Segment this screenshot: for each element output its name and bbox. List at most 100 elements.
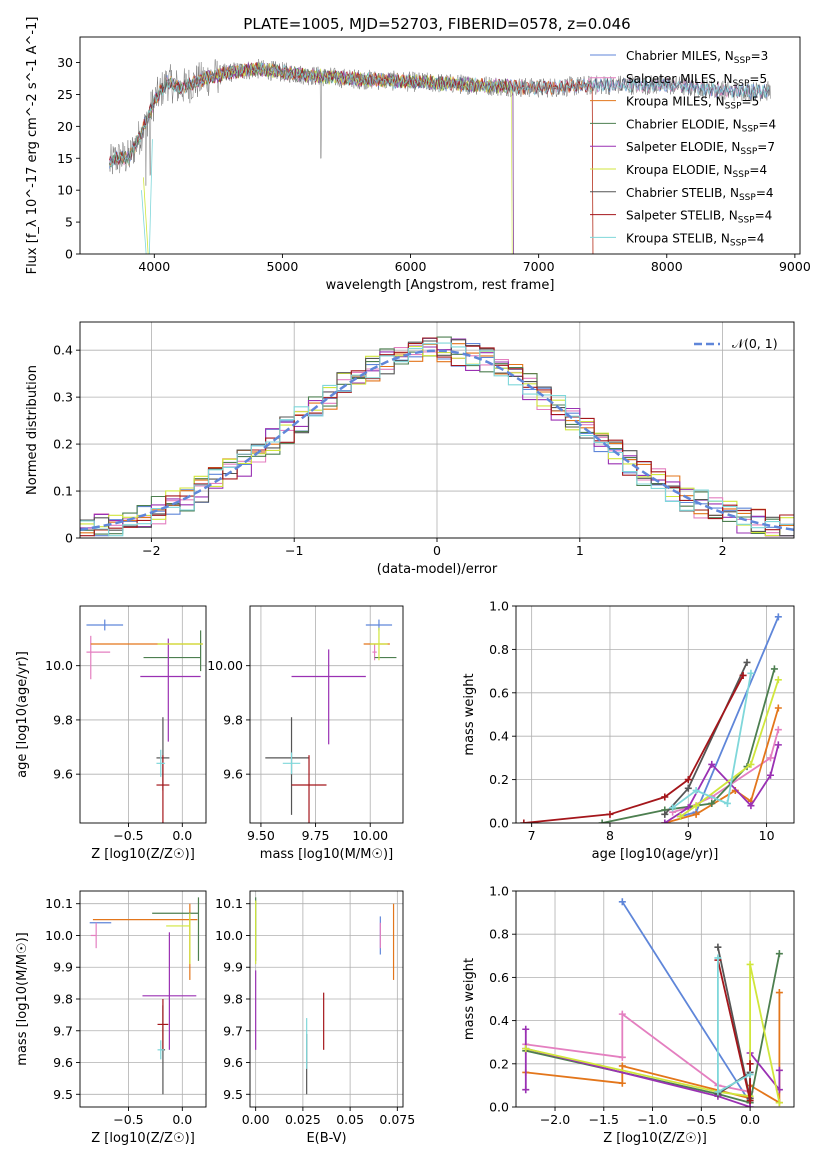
x-tick-label: −0.5 [686,1112,716,1127]
y-tick-label: 9.5 [53,1087,73,1102]
x-tick-label: −0.5 [113,828,143,843]
mass-weight-marker [676,812,684,820]
plot-area [520,613,782,823]
mass-weight-marker [522,1045,530,1053]
plot-area [80,336,794,537]
x-tick-label: 6000 [395,259,427,274]
mass-weight-marker [598,819,606,823]
mass-weight-marker [775,989,783,997]
panel-spectrum: 4000 5000 6000 7000 8000 9000 0 5 10 15 20 25 30 wave… [25,17,811,293]
x-tick-label: 0.0 [172,828,192,843]
plot-area [86,619,203,823]
mass-weight-line [664,707,780,823]
legend-label: Kroupa MILES, NSSP=5 [626,95,759,112]
legend-label: Kroupa ELODIE, NSSP=4 [626,163,767,180]
error-point [291,649,366,745]
panel-age_vs_Z: −0.5 0.0 9.6 9.8 10.0 Z [log10(Z/Z☉)] age [log… [15,605,207,862]
y-tick-label: 30 [57,55,73,70]
y-axis-label: mass weight [462,673,477,755]
mass-weight-line [717,959,751,1101]
mass-weight-marker [661,793,669,801]
mass-weight-line [679,679,780,818]
mass-weight-marker [684,776,692,784]
x-tick-label: 9000 [779,259,811,274]
y-tick-label: 0.2 [53,437,73,452]
y-tick-label: 9.6 [223,1055,243,1070]
plot-area [109,59,771,254]
y-tick-label: 9.8 [53,712,73,727]
legend-label: Salpeter STELIB, NSSP=4 [626,209,772,226]
mass-weight-marker [767,754,775,762]
y-axis-label: mass [log10(M/M☉)] [15,932,30,1065]
x-tick-label: −2 [142,543,160,558]
mass-weight-marker [774,704,782,712]
x-tick-label: 0.05 [336,1112,364,1127]
error-point [92,903,198,980]
mass-weight-marker [775,950,783,958]
error-point [86,635,111,680]
error-point [86,619,124,631]
mass-weight-marker [714,954,722,962]
y-tick-label: 0.4 [53,343,73,358]
x-tick-label: 0.0 [740,1112,760,1127]
error-point [156,755,170,823]
y-tick-label: 9.6 [53,1055,73,1070]
model-spectrum [109,62,514,254]
mass-weight-marker [767,771,775,779]
x-axis-label: wavelength [Angstrom, rest frame] [326,278,555,293]
y-tick-label: 0.1 [53,484,73,499]
mass-weight-marker [692,786,700,794]
y-axis-label: Flux [f_λ 10^-17 erg cm^-2 s^-1 A^-1] [25,17,40,275]
error-point [265,717,310,815]
x-tick-label: −0.5 [113,1112,143,1127]
y-tick-label: 10.1 [45,896,73,911]
model-spectrum [109,62,770,168]
error-point [142,932,197,1050]
mass-weight-marker [618,1062,626,1070]
error-point [282,752,301,775]
y-tick-label: 0 [65,247,73,262]
gaussian-curve [80,349,794,532]
mass-weight-line [523,674,744,823]
x-tick-label: 7000 [523,259,555,274]
mass-weight-marker [774,726,782,734]
x-tick-label: 0.075 [379,1112,415,1127]
x-tick-label: 9.75 [302,828,330,843]
legend-label: Salpeter ELODIE, NSSP=7 [626,140,775,157]
x-tick-label: 9.50 [247,828,275,843]
y-tick-label: 1.0 [489,599,509,614]
y-tick-label: 9.6 [223,767,243,782]
mass-weight-marker [770,665,778,673]
y-tick-label: 9.6 [53,767,73,782]
mass-weight-line [621,901,751,1104]
mass-weight-marker [739,671,747,679]
mass-weight-marker [723,799,731,807]
mass-weight-marker [747,760,755,768]
mass-weight-marker [774,676,782,684]
panel-residuals: −2 −1 0 1 2 0 0.1 0.2 0.3 0.4 (data-model)/error No… [25,321,795,577]
mass-weight-marker [746,1060,754,1068]
y-tick-label: 0.0 [489,816,509,831]
x-axis-label: Z [log10(Z/Z☉)] [603,1131,707,1146]
x-tick-label: 10.00 [352,828,388,843]
y-tick-label: 9.5 [223,1087,243,1102]
y-tick-label: 0.4 [489,1013,509,1028]
mass-weight-marker [661,819,669,823]
y-tick-label: 0.4 [489,729,509,744]
y-tick-label: 20 [57,119,73,134]
mass-weight-marker [618,898,626,906]
error-point [370,627,388,661]
y-tick-label: 9.8 [223,992,243,1007]
axes-frame [249,605,404,824]
x-tick-label: 4000 [138,259,170,274]
x-tick-label: 0.00 [242,1112,270,1127]
mass-weight-marker [774,613,782,621]
error-point [156,749,166,777]
x-tick-label: 2 [719,543,727,558]
x-axis-label: age [log10(age/yr)] [592,847,719,862]
legend-label: Chabrier ELODIE, NSSP=4 [626,117,776,134]
plot-area [265,619,397,823]
x-axis-label: mass [log10(M/M☉)] [260,847,393,862]
y-tick-label: 15 [57,151,73,166]
figure-title: PLATE=1005, MJD=52703, FIBERID=0578, z=0… [243,15,630,33]
